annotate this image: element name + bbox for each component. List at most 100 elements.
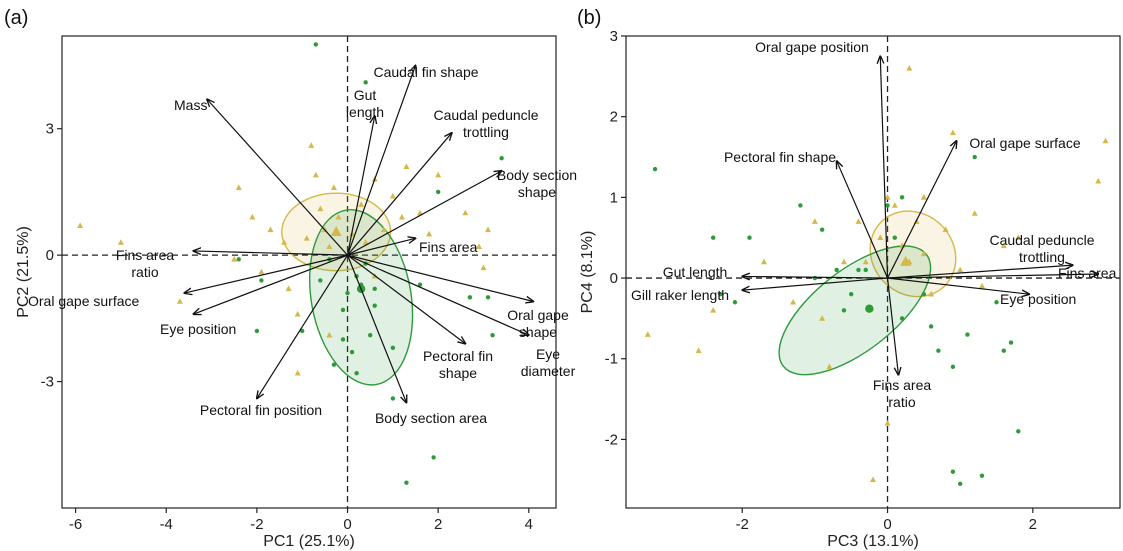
data-point-triangle xyxy=(949,129,956,136)
data-point-circle xyxy=(899,316,905,321)
data-point-triangle xyxy=(398,213,405,220)
data-point-triangle xyxy=(475,243,482,250)
data-point-triangle xyxy=(1102,137,1109,144)
data-point-circle xyxy=(404,480,409,485)
loading-arrow-oral-gape-position xyxy=(880,56,889,279)
data-point-triangle xyxy=(326,243,333,250)
data-point-triangle xyxy=(1000,242,1007,249)
data-point-triangle xyxy=(330,184,337,191)
x-axis-title-a: PC1 (25.1%) xyxy=(263,533,355,550)
data-point-triangle xyxy=(435,171,442,178)
data-point-triangle xyxy=(906,64,913,71)
data-point-circle xyxy=(467,295,473,300)
data-point-circle xyxy=(652,166,658,172)
data-point-triangle xyxy=(891,202,898,208)
panel-b-tag: (b) xyxy=(577,7,601,29)
data-point-triangle xyxy=(978,282,985,289)
data-point-triangle xyxy=(862,258,869,265)
data-point-triangle xyxy=(281,239,288,245)
data-point-circle xyxy=(372,303,377,308)
data-point-triangle xyxy=(380,226,387,233)
loading-arrow-eye-diameter xyxy=(347,254,529,335)
data-point-triangle xyxy=(485,226,492,233)
data-point-circle xyxy=(499,156,504,161)
loading-label-mass: Mass xyxy=(174,97,207,113)
data-point-triangle xyxy=(358,201,365,207)
loading-arrow-oral-gape-surface xyxy=(184,254,348,293)
loading-label-gut-length: Gut length xyxy=(346,87,384,120)
data-point-circle xyxy=(747,235,752,240)
loading-label-pectoral-fin-position: Pectoral fin position xyxy=(200,402,322,418)
loading-arrow-caudal-peduncle-trottling xyxy=(347,133,452,256)
data-point-circle xyxy=(710,235,716,240)
loading-arrow-gut-length xyxy=(742,276,888,278)
data-point-circle xyxy=(892,235,897,240)
data-point-triangle xyxy=(644,331,651,337)
data-point-circle xyxy=(834,267,839,273)
group-centroid-triangle xyxy=(330,225,342,236)
loading-label-caudal-peduncle-trottling: Caudal peduncle trottling xyxy=(433,107,538,140)
data-point-triangle xyxy=(285,285,292,292)
data-point-triangle xyxy=(819,315,826,321)
data-point-circle xyxy=(417,282,423,287)
data-point-triangle xyxy=(884,194,891,200)
x-tick-label: -6 xyxy=(69,516,82,533)
data-point-circle xyxy=(1016,429,1021,434)
data-point-circle xyxy=(340,337,346,342)
data-point-circle xyxy=(431,455,436,460)
data-point-circle xyxy=(390,396,396,401)
data-point-triangle xyxy=(317,205,324,212)
loading-arrow-gut-length xyxy=(346,116,375,256)
y-tick-label: 1 xyxy=(610,189,618,206)
panel-a-tag: (a) xyxy=(4,7,28,29)
loading-label-pectoral-fin-shape: Pectoral fin shape xyxy=(724,149,836,165)
data-point-circle xyxy=(856,267,861,273)
loading-arrow-mass xyxy=(207,99,348,256)
data-point-triangle xyxy=(840,258,847,265)
plot-frame-a xyxy=(61,35,557,509)
data-point-triangle xyxy=(312,171,319,178)
data-point-circle xyxy=(390,345,396,351)
group-centroid-triangle xyxy=(900,255,912,266)
data-point-triangle xyxy=(231,256,238,262)
loading-label-fins-area: Fins area xyxy=(1058,265,1117,281)
data-point-triangle xyxy=(258,268,265,275)
data-point-circle xyxy=(979,473,985,478)
plot-frame-b xyxy=(625,35,1121,509)
data-point-circle xyxy=(732,300,738,305)
data-point-triangle xyxy=(77,222,84,228)
data-point-circle xyxy=(899,195,905,200)
loading-label-eye-position: Eye position xyxy=(160,321,236,337)
y-axis-title-a: PC2 (21.5%) xyxy=(15,226,32,318)
data-point-circle xyxy=(994,300,999,305)
data-point-triangle xyxy=(920,250,927,257)
data-point-circle xyxy=(972,154,977,160)
data-point-circle xyxy=(863,267,868,273)
x-tick-label: 2 xyxy=(434,516,442,533)
data-point-triangle xyxy=(1095,177,1102,184)
data-point-triangle xyxy=(335,213,342,220)
loading-label-oral-gape-shape: Oral gape shape xyxy=(507,307,569,340)
x-tick-label: -2 xyxy=(736,516,749,533)
data-point-circle xyxy=(841,308,847,313)
y-tick-label: 3 xyxy=(610,28,618,45)
data-point-triangle xyxy=(855,218,862,224)
data-point-triangle xyxy=(884,419,891,426)
data-point-triangle xyxy=(326,331,333,338)
data-point-circle xyxy=(1001,348,1006,353)
data-point-triangle xyxy=(267,226,274,233)
data-point-triangle xyxy=(971,210,978,216)
data-point-circle xyxy=(345,290,350,296)
loading-label-body-section-area: Body section area xyxy=(375,410,487,426)
loading-arrow-eye-position xyxy=(193,254,348,314)
data-point-triangle xyxy=(826,363,833,370)
loading-label-oral-gape-surface: Oral gape surface xyxy=(969,135,1080,151)
data-point-triangle xyxy=(761,258,768,265)
group-centroid-circle xyxy=(865,304,874,313)
panel-b: (b) -2 0 2 -2 -1 0 1 2 3 Oral gape position Pector… xyxy=(577,7,1121,550)
data-point-circle xyxy=(435,189,441,195)
y-axis-title-b: PC4 (8.1%) xyxy=(579,231,596,314)
data-point-triangle xyxy=(870,476,876,483)
data-point-circle xyxy=(849,291,854,297)
